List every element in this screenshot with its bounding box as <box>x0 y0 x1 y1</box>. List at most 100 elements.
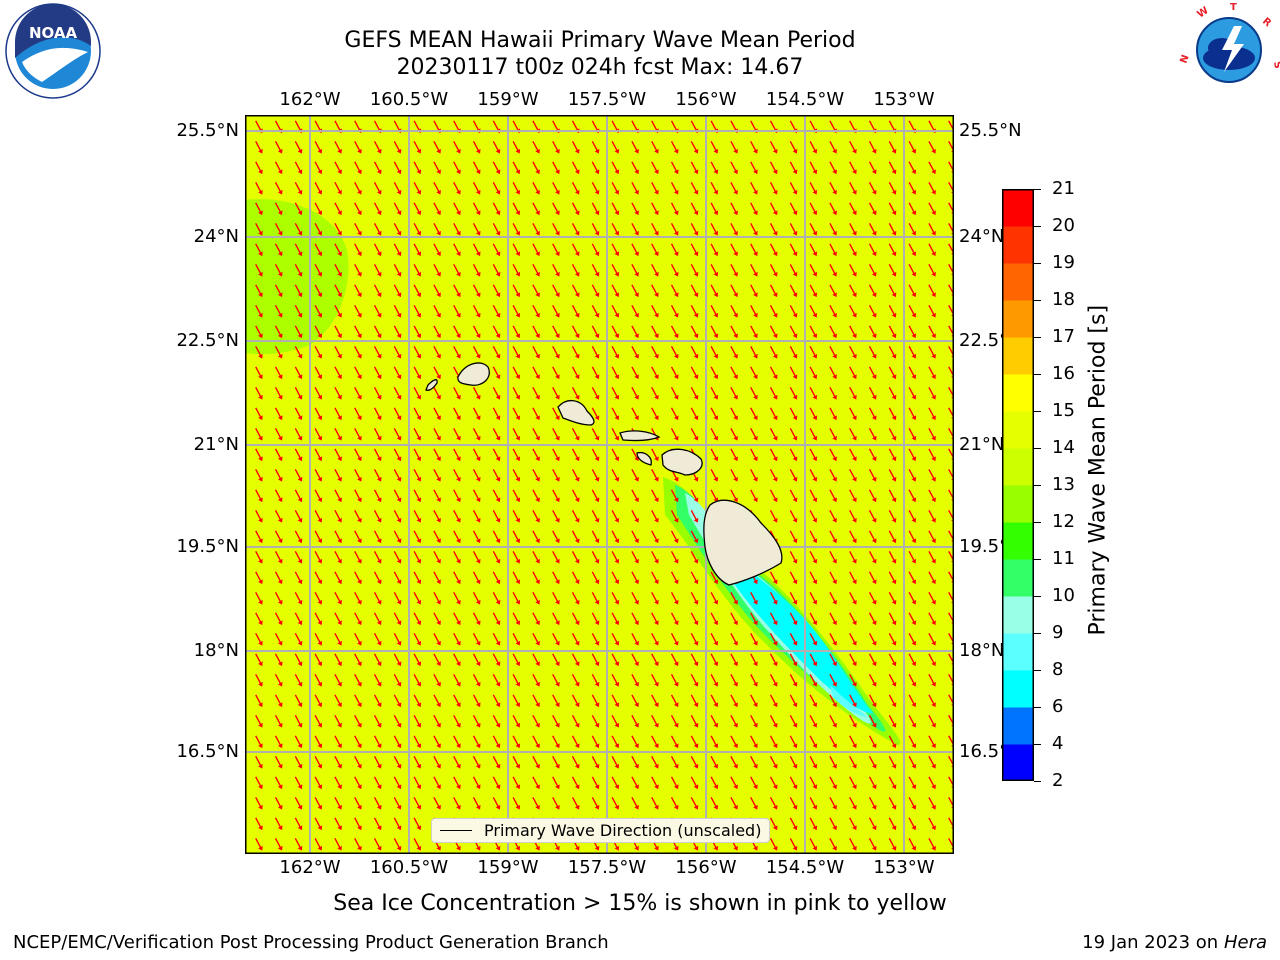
wave-arrow <box>472 653 481 667</box>
wave-arrow <box>354 202 362 216</box>
wave-arrow <box>769 735 778 749</box>
wave-arrow <box>591 407 600 421</box>
wave-arrow <box>433 776 441 790</box>
wave-arrow <box>888 653 897 667</box>
wave-arrow <box>809 222 818 236</box>
wave-arrow <box>908 345 917 359</box>
wave-arrow <box>631 673 639 687</box>
wave-arrow <box>512 366 521 380</box>
wave-arrow <box>334 837 342 851</box>
wave-arrow <box>373 140 382 154</box>
colorbar-tick-mark <box>1034 595 1041 597</box>
wave-arrow <box>809 345 818 359</box>
wave-arrow <box>294 304 303 318</box>
wave-arrow <box>849 284 857 298</box>
wave-arrow <box>769 202 778 216</box>
wave-arrow <box>512 550 521 564</box>
wave-arrow <box>690 284 699 298</box>
wave-arrow <box>789 735 798 749</box>
wave-arrow <box>690 366 699 380</box>
wave-arrow <box>651 694 659 708</box>
lat-tick-right: 25.5°N <box>959 120 1022 141</box>
wave-arrow <box>710 468 719 482</box>
wave-arrow <box>769 427 778 441</box>
wave-arrow <box>255 202 263 216</box>
lon-tick-bottom: 156°W <box>675 857 737 878</box>
wave-arrow <box>591 366 600 380</box>
wave-arrow <box>393 530 402 544</box>
wave-arrow <box>512 735 521 749</box>
wave-arrow <box>373 181 382 195</box>
wave-arrow <box>373 735 382 749</box>
wave-arrow <box>591 591 600 605</box>
wave-arrow <box>512 755 521 769</box>
wave-arrow <box>611 427 620 441</box>
wave-arrow <box>928 694 936 708</box>
noaa-logo: NOAA <box>5 3 101 99</box>
wave-arrow <box>532 263 540 277</box>
colorbar-tick-mark <box>1034 521 1041 523</box>
wave-arrow <box>789 407 798 421</box>
wave-arrow <box>255 776 263 790</box>
wave-arrow <box>710 284 719 298</box>
wave-arrow <box>413 653 422 667</box>
wave-arrow <box>571 448 580 462</box>
wave-arrow <box>393 632 402 646</box>
legend-label: Primary Wave Direction (unscaled) <box>484 821 762 840</box>
lat-tick-left: 24°N <box>193 226 239 247</box>
wave-arrow <box>789 222 798 236</box>
wave-arrow <box>750 673 758 687</box>
wave-arrow <box>453 427 461 441</box>
wave-arrow <box>294 468 303 482</box>
wave-arrow <box>651 263 659 277</box>
wave-arrow <box>255 612 263 626</box>
wave-arrow <box>334 571 342 585</box>
wave-arrow <box>274 796 283 810</box>
wave-arrow <box>274 776 283 790</box>
wave-arrow <box>631 407 639 421</box>
wave-arrow <box>928 181 936 195</box>
wave-arrow <box>670 202 679 216</box>
wave-arrow <box>591 755 600 769</box>
wave-arrow <box>433 243 441 257</box>
wave-arrow <box>690 755 699 769</box>
wave-arrow <box>453 530 461 544</box>
wave-arrow <box>690 776 699 790</box>
wave-arrow <box>928 817 936 831</box>
wave-arrow <box>274 591 283 605</box>
wave-arrow <box>670 571 679 585</box>
wave-arrow <box>730 427 738 441</box>
wave-arrow <box>611 591 620 605</box>
wave-arrow <box>769 304 778 318</box>
wave-arrow <box>354 263 362 277</box>
colorbar-tick-label: 20 <box>1052 215 1075 236</box>
wave-arrow <box>868 427 877 441</box>
wave-arrow <box>611 140 620 154</box>
wave-arrow <box>849 140 857 154</box>
wave-arrow <box>393 509 402 523</box>
wave-arrow <box>928 509 936 523</box>
wave-arrow <box>651 530 659 544</box>
wave-arrow <box>849 325 857 339</box>
wave-arrow <box>908 673 917 687</box>
wave-arrow <box>571 776 580 790</box>
wave-arrow <box>472 530 481 544</box>
wave-arrow <box>631 489 639 503</box>
wave-arrow <box>552 776 560 790</box>
wave-arrow <box>750 325 758 339</box>
wave-arrow <box>532 714 540 728</box>
wave-arrow <box>789 263 798 277</box>
wave-arrow <box>512 427 521 441</box>
wave-arrow <box>294 776 303 790</box>
wave-arrow <box>571 202 580 216</box>
wave-arrow <box>651 448 659 462</box>
wave-arrow <box>393 243 402 257</box>
colorbar-cell <box>1002 448 1034 486</box>
wave-arrow <box>908 304 917 318</box>
wave-arrow <box>413 407 422 421</box>
wave-arrow <box>868 591 877 605</box>
wave-arrow <box>908 837 917 851</box>
wave-arrow <box>413 612 422 626</box>
wave-arrow <box>928 345 936 359</box>
wave-arrow <box>690 140 699 154</box>
